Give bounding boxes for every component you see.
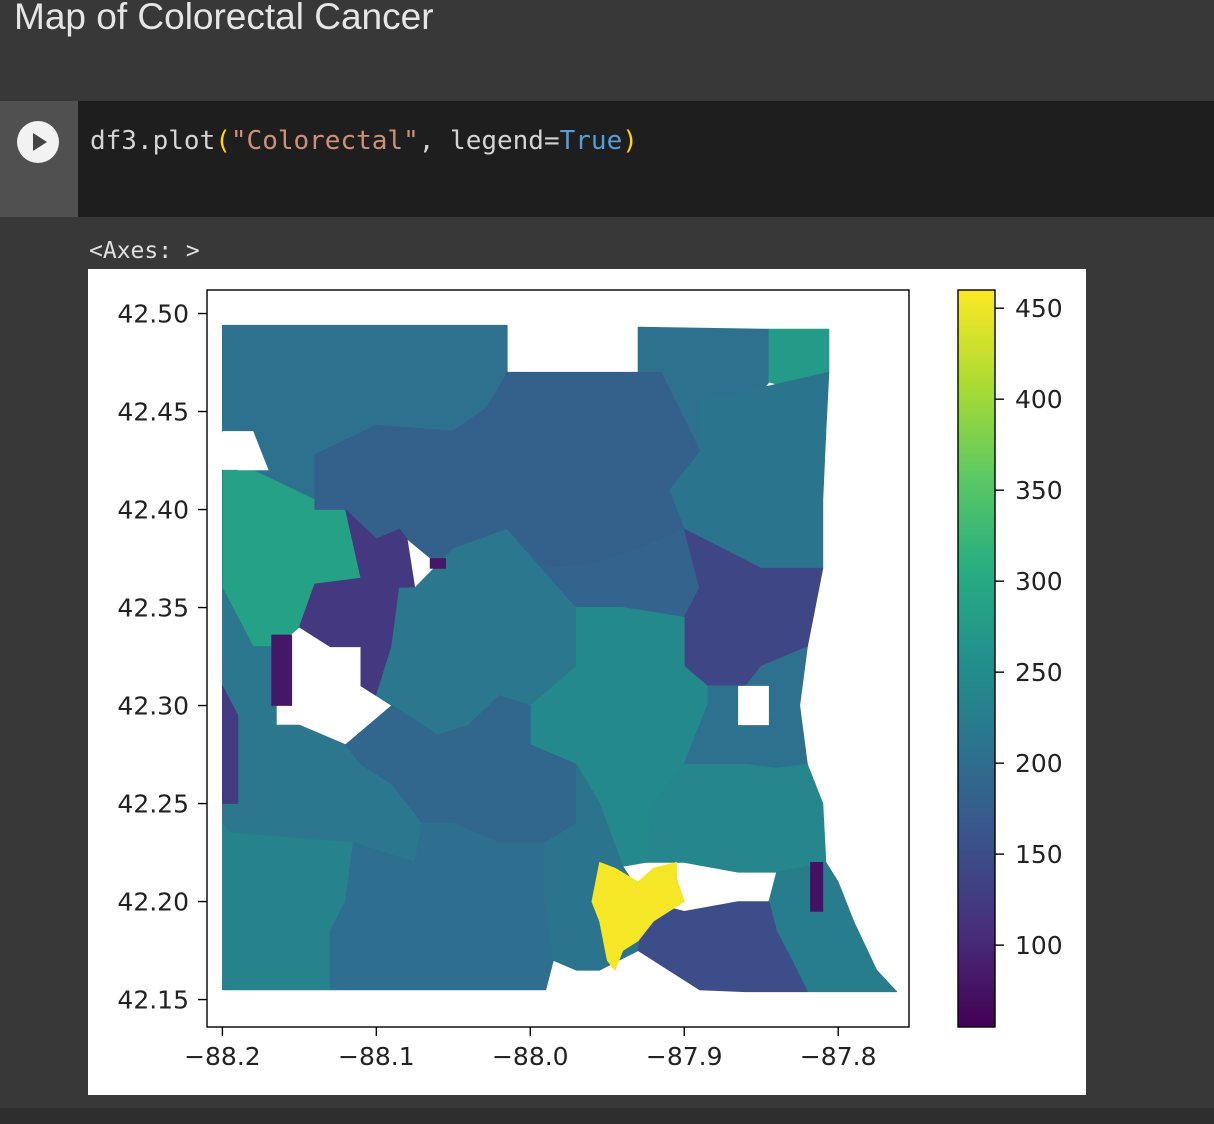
colorbar-tick-label: 150 xyxy=(1015,840,1063,869)
y-tick-label: 42.20 xyxy=(117,888,189,917)
colorbar-tick-label: 450 xyxy=(1015,294,1063,323)
plot-output: −88.2 −88.1 −88.0 −87.9 −87.8 42.15 42.20 42.25… xyxy=(88,269,1086,1095)
colorbar-tick-label: 200 xyxy=(1015,749,1063,778)
map-region-25 xyxy=(810,862,824,912)
code-open-paren: ( xyxy=(215,126,231,156)
x-tick-label: −88.0 xyxy=(492,1042,569,1071)
code-editor-line[interactable]: df3.plot("Colorectal", legend=True) xyxy=(90,123,638,159)
x-tick-label: −88.2 xyxy=(184,1042,261,1071)
x-tick-label: −87.8 xyxy=(800,1042,877,1071)
map-region-27 xyxy=(429,558,447,569)
map-gap-0 xyxy=(738,685,769,726)
choropleth-chart: −88.2 −88.1 −88.0 −87.9 −87.8 42.15 42.20 42.25… xyxy=(117,289,1063,1071)
map-region-26 xyxy=(271,634,293,706)
map-region-23 xyxy=(591,862,685,971)
code-bool-value: True xyxy=(559,126,623,156)
colorbar-tick-label: 350 xyxy=(1015,476,1063,505)
y-tick-label: 42.30 xyxy=(117,692,189,721)
map-region-24 xyxy=(221,685,239,804)
code-cell[interactable]: df3.plot("Colorectal", legend=True) xyxy=(0,101,1214,217)
output-repr: <Axes: > xyxy=(89,238,200,264)
axes-frame xyxy=(206,289,910,1028)
y-tick-label: 42.15 xyxy=(117,986,189,1015)
y-tick-label: 42.45 xyxy=(117,398,189,427)
x-tick-label: −88.1 xyxy=(338,1042,415,1071)
map-region-20 xyxy=(329,822,554,991)
map-region-22 xyxy=(637,901,808,993)
y-tick-label: 42.50 xyxy=(117,300,189,329)
run-cell-button[interactable] xyxy=(17,121,59,163)
code-string-arg: "Colorectal" xyxy=(230,126,419,156)
code-call: df3.plot xyxy=(90,126,216,156)
markdown-heading: Map of Colorectal Cancer xyxy=(14,0,434,37)
cell-footer xyxy=(0,1108,1214,1124)
colorbar-tick-label: 100 xyxy=(1015,931,1063,960)
colorbar xyxy=(957,289,996,1028)
colorbar-tick-label: 250 xyxy=(1015,658,1063,687)
code-kwarg: , legend= xyxy=(418,126,560,156)
map-gap-1 xyxy=(222,431,269,471)
colorbar-tick-label: 300 xyxy=(1015,567,1063,596)
y-tick-label: 42.40 xyxy=(117,496,189,525)
y-tick-label: 42.35 xyxy=(117,594,189,623)
play-icon xyxy=(33,133,47,151)
colorbar-tick-label: 400 xyxy=(1015,385,1063,414)
x-tick-label: −87.9 xyxy=(646,1042,723,1071)
code-close-paren: ) xyxy=(622,126,638,156)
y-tick-label: 42.25 xyxy=(117,790,189,819)
map-region-15 xyxy=(645,763,827,873)
